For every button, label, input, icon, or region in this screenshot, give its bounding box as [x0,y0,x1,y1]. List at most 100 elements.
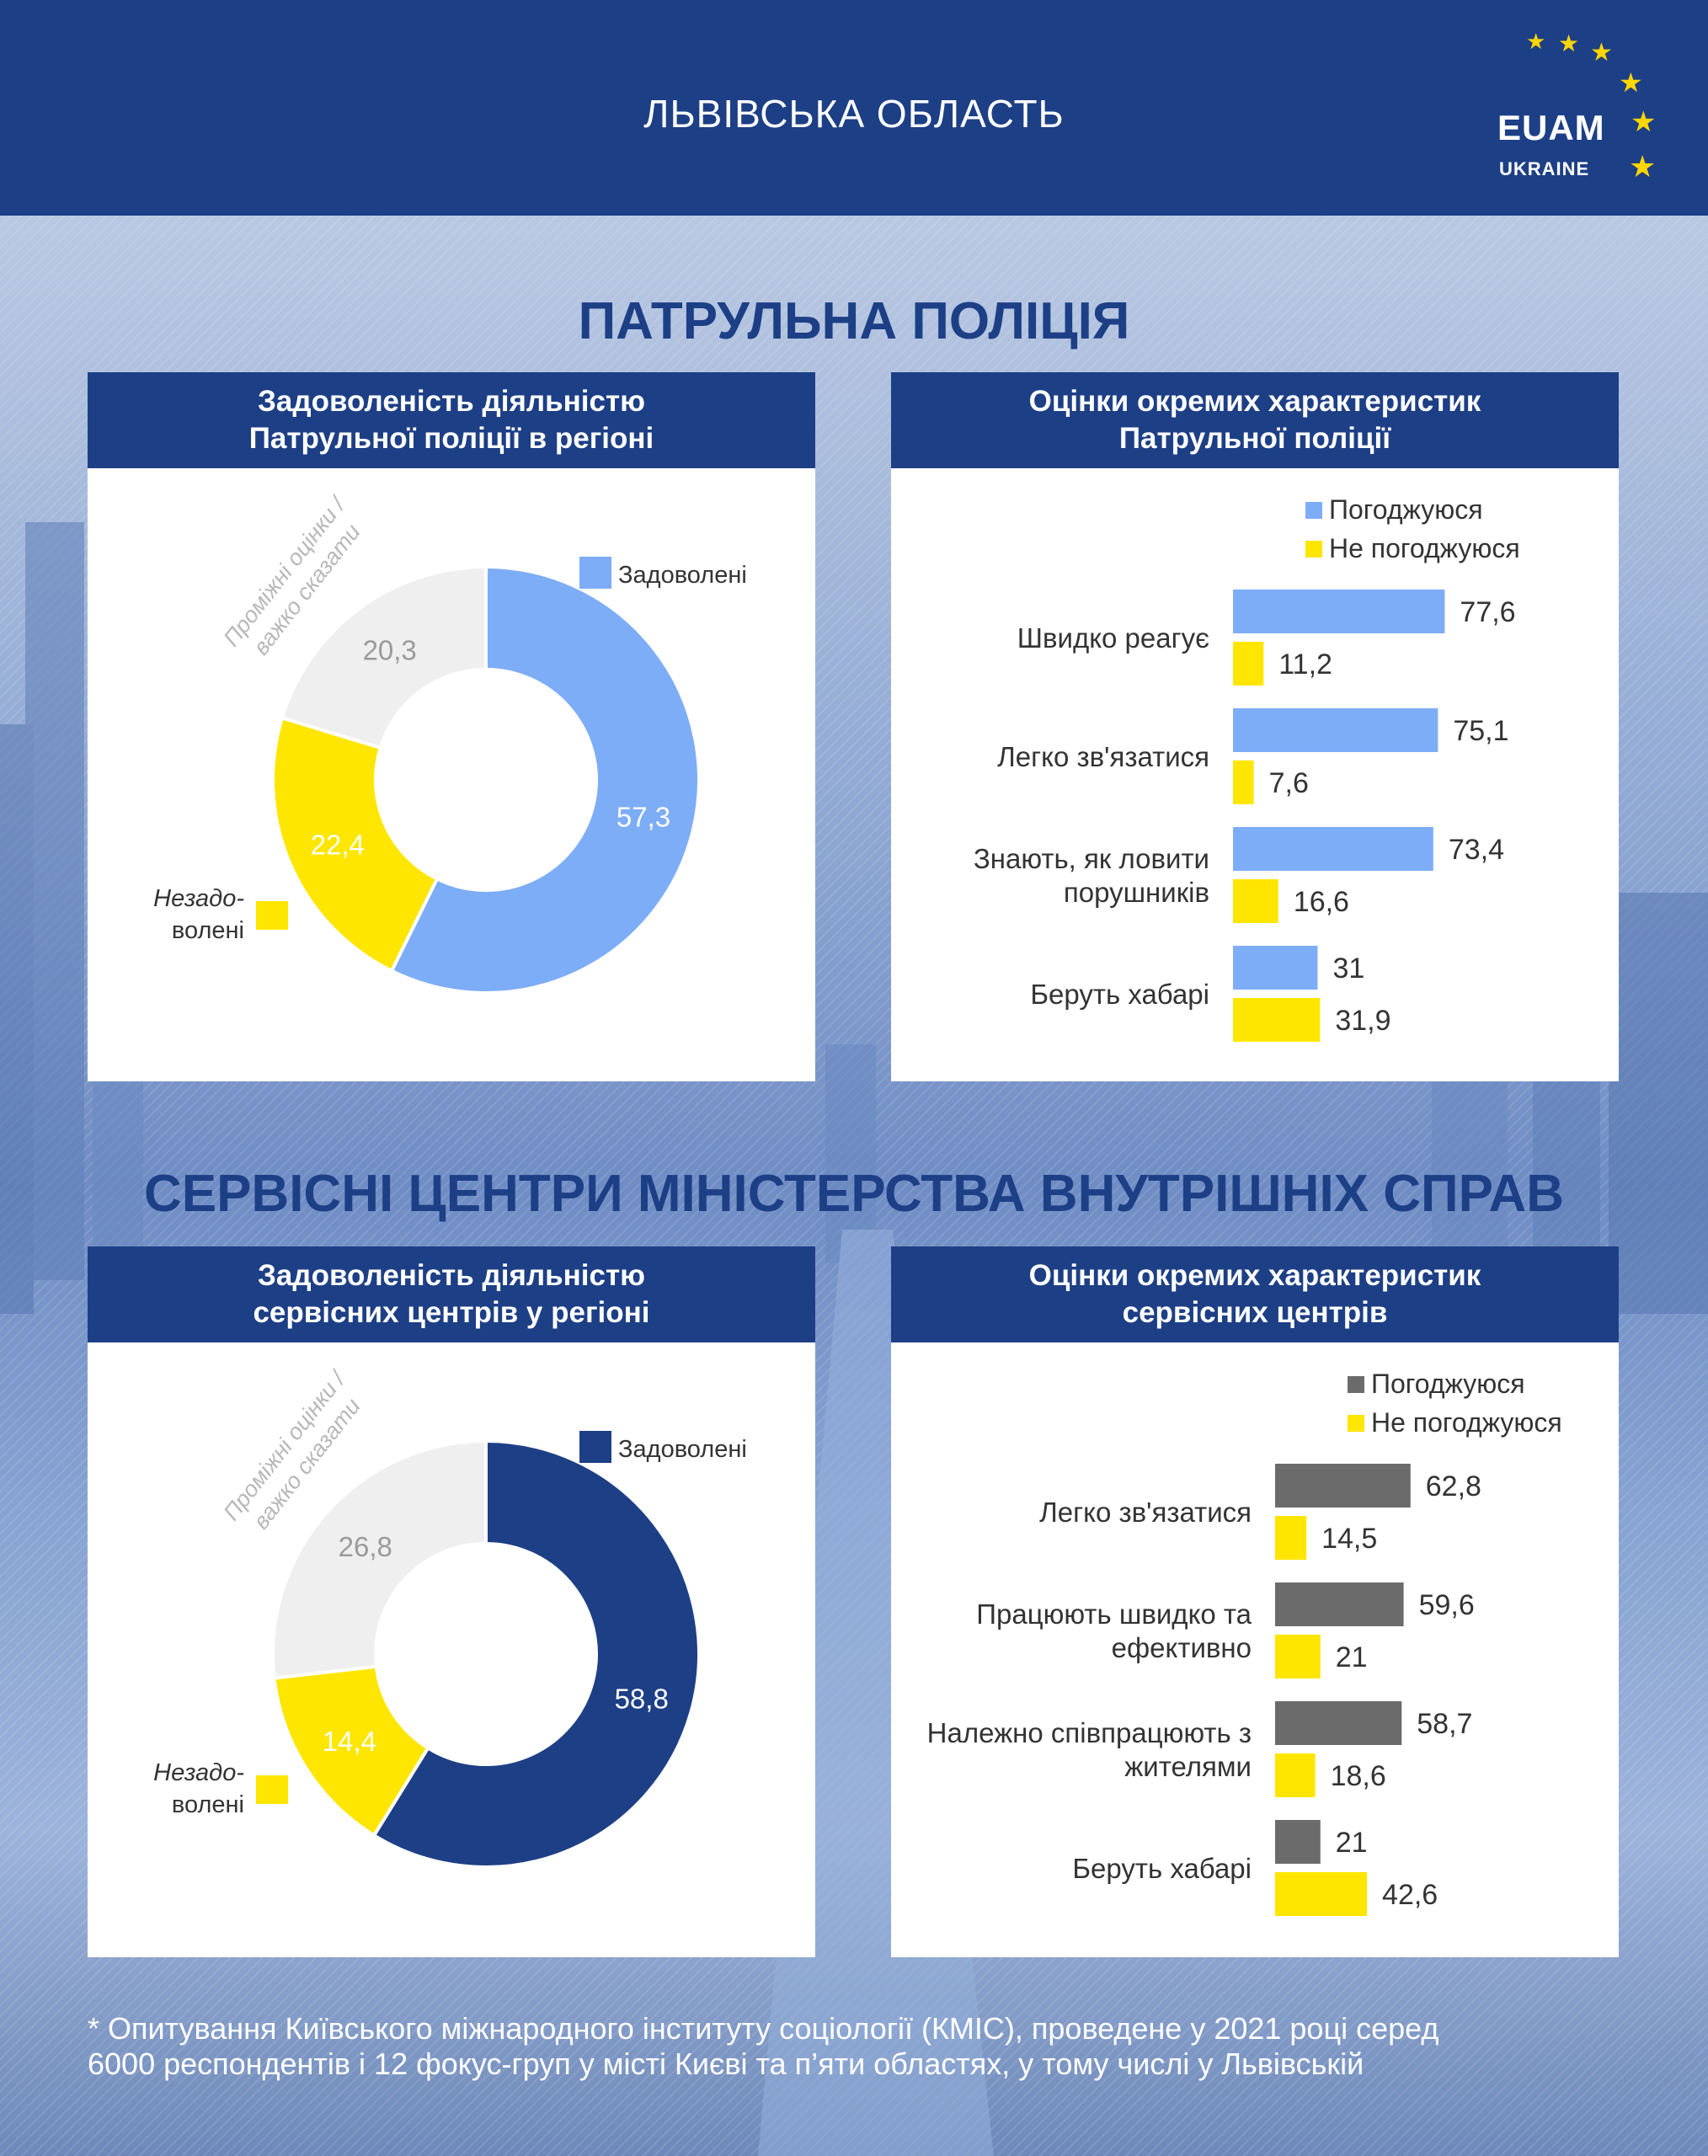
bar-value-label: 16,6 [1294,886,1349,918]
bar-value-label: 18,6 [1331,1760,1386,1792]
category-label: ефективно [1112,1632,1252,1663]
bar [1275,1872,1368,1916]
bar-chart-patrol: Погоджуюся Не погоджуюся 77,6 11,2 Швидко ре… [974,494,1520,1042]
panel-header: Задоволеність діяльністю Патрульної полі… [88,372,815,468]
patrol-characteristics-panel: Оцінки окремих характеристик Патрульної … [891,372,1619,1081]
slice-value-label: 22,4 [311,829,365,860]
category-label: Легко зв'язатися [1039,1497,1252,1528]
panel-title-line: Оцінки окремих характеристик [1028,1259,1481,1292]
panel-title-line: Оцінки окремих характеристик [1028,385,1481,418]
slice-value-label: 20,3 [363,635,417,666]
bar-value-label: 58,7 [1417,1708,1472,1740]
footnote: * Опитування Київського міжнародного інс… [88,2011,1654,2082]
donut-slice [272,1664,430,1838]
donut-slice [371,1438,701,1869]
page-title: ЛЬВІВСЬКА ОБЛАСТЬ [643,92,1065,136]
bar [1233,946,1318,990]
bar [1233,879,1278,923]
slice-category-label: Задоволені [618,1436,747,1463]
legend-swatch [1305,541,1322,558]
bar-value-label: 77,6 [1460,596,1515,628]
legend-swatch [1348,1415,1364,1432]
legend-swatch [579,557,611,589]
panel-header: Задоволеність діяльністю сервісних центр… [88,1246,815,1342]
bar [1233,708,1438,752]
slice-category-label: Незадо- [153,1759,244,1786]
slice-value-label: 57,3 [616,802,670,833]
category-label: Беруть хабарі [1072,1853,1252,1884]
logo-subtitle: UKRAINE [1499,158,1590,179]
slice-value-label: 26,8 [339,1531,392,1562]
category-label: Належно співпрацюють з [927,1717,1252,1748]
bar-value-label: 62,8 [1426,1470,1481,1502]
section-title-service-centers: СЕРВІСНІ ЦЕНТРИ МІНІСТЕРСТВА ВНУТРІШНІХ … [143,1165,1565,1223]
category-label: Легко зв'язатися [997,741,1209,772]
bar-value-label: 31 [1332,953,1364,985]
donut-chart-patrol: 57,322,420,3ЗадоволеніНезадо-воленіПромі… [153,491,747,995]
bar-value-label: 11,2 [1278,648,1332,680]
bar [1275,1820,1321,1864]
bar-value-label: 73,4 [1449,834,1504,866]
panel-title-line: сервісних центрів [1122,1296,1388,1329]
panel-title-line: Задоволеність діяльністю [258,385,645,418]
legend-swatch [1305,502,1322,519]
legend-label: Не погоджуюся [1329,533,1520,563]
section-title-patrol: ПАТРУЛЬНА ПОЛІЦІЯ [578,292,1130,350]
donut-slice [271,715,440,974]
legend-swatch [579,1431,611,1463]
bar-value-label: 42,6 [1382,1879,1438,1911]
donut-slice [280,564,488,750]
bar-value-label: 7,6 [1269,767,1309,799]
donut-slice [389,564,701,995]
bar-value-label: 14,5 [1321,1523,1377,1555]
bar [1233,590,1445,633]
category-label: Беруть хабарі [1030,979,1209,1010]
service-characteristics-panel: Оцінки окремих характеристик сервісних ц… [891,1246,1619,1957]
bar-value-label: 59,6 [1419,1589,1475,1621]
panel-header: Оцінки окремих характеристик сервісних ц… [891,1246,1619,1342]
panel-title-line: Патрульної поліції [1118,422,1391,455]
slice-category-label: волені [172,917,244,944]
category-label: порушників [1064,877,1209,908]
header-bar: ЛЬВІВСЬКА ОБЛАСТЬ ★ ★ ★ ★ ★ ★ EUAM UKRAI… [0,0,1708,216]
bar-value-label: 75,1 [1453,715,1508,747]
slice-category-label: Задоволені [618,562,747,589]
panel-header: Оцінки окремих характеристик Патрульної … [891,372,1619,468]
bar-value-label: 21 [1336,1641,1368,1673]
bar [1233,760,1254,804]
star-icon: ★ [1629,149,1657,184]
legend-label: Погоджуюся [1329,494,1483,525]
legend-swatch [256,901,288,930]
slice-category-label: волені [172,1791,244,1818]
slice-value-label: 14,4 [323,1726,376,1757]
legend-swatch [1348,1376,1364,1393]
bar [1275,1701,1402,1745]
category-label: Знають, як ловити [974,843,1209,874]
bar-value-label: 31,9 [1335,1005,1390,1037]
panel-title-line: сервісних центрів у регіоні [253,1296,650,1329]
logo-text: EUAM [1497,108,1605,147]
legend-swatch [256,1775,288,1804]
panel-title-line: Патрульної поліції в регіоні [248,422,654,455]
footnote-line: 6000 респондентів і 12 фокус-груп у міст… [88,2047,1364,2081]
star-icon: ★ [1631,106,1657,138]
star-icon: ★ [1526,29,1546,54]
bar-chart-service: Погоджуюся Не погоджуюся 62,8 14,5 Легко зв'… [927,1369,1562,1916]
category-label: Швидко реагує [1017,622,1209,654]
bar [1233,827,1433,871]
bar [1275,1635,1321,1678]
category-label: жителями [1124,1751,1252,1782]
star-icon: ★ [1619,67,1643,98]
bar-value-label: 21 [1336,1827,1368,1859]
star-icon: ★ [1590,39,1613,67]
donut-chart-service: 58,814,426,8ЗадоволеніНезадо-воленіПромі… [153,1365,747,1869]
bar [1275,1582,1404,1626]
bar [1275,1464,1411,1508]
service-satisfaction-panel: Задоволеність діяльністю сервісних центр… [88,1246,815,1957]
bar [1275,1753,1316,1797]
panel-title-line: Задоволеність діяльністю [258,1259,645,1292]
slice-category-label: Незадо- [153,885,244,912]
patrol-satisfaction-panel: Задоволеність діяльністю Патрульної полі… [88,372,815,1081]
slice-value-label: 58,8 [615,1683,669,1714]
bar [1233,998,1321,1042]
